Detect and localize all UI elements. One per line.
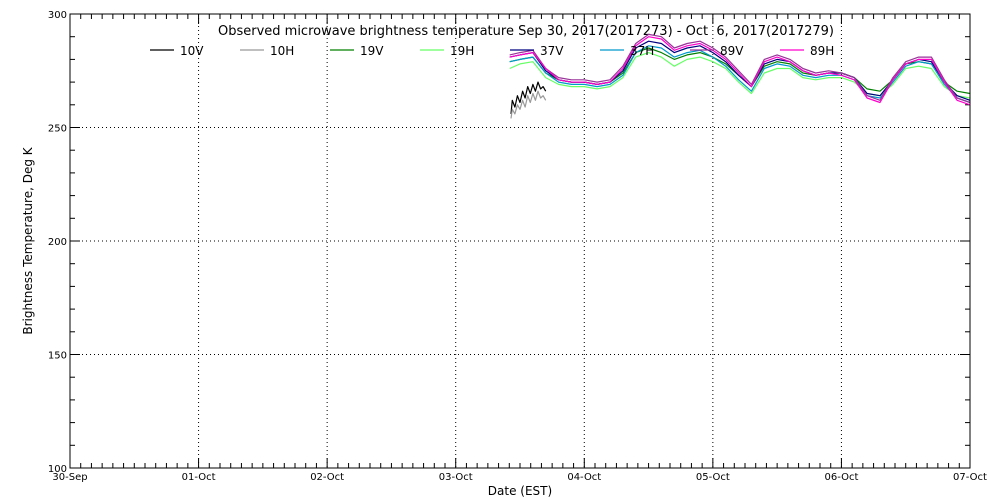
x-tick-label: 01-Oct [182,472,216,483]
series-line-10h [510,90,547,119]
x-tick-labels: 30-Sep 01-Oct 02-Oct 03-Oct 04-Oct 05-Oct 06-O… [52,472,987,483]
x-tick-label: 03-Oct [439,472,473,483]
legend-label-89v: 89V [720,44,744,58]
y-tick-label: 250 [48,124,67,135]
axis-ticks [69,13,971,469]
y-axis-label: Brightness Temperature, Deg K [21,146,35,334]
y-tick-label: 300 [48,10,67,21]
x-tick-label: 30-Sep [52,472,87,483]
legend: 10V 10H 19V 19H 37V 37H 89V 89H [150,44,834,58]
legend-label-89h: 89H [810,44,834,58]
legend-label-19v: 19V [360,44,384,58]
y-tick-labels: 100 150 200 250 300 [48,10,67,475]
x-tick-label: 04-Oct [567,472,601,483]
y-tick-label: 200 [48,237,67,248]
chart-title: Observed microwave brightness temperatur… [218,24,834,39]
legend-label-10h: 10H [270,44,294,58]
x-tick-label: 07-Oct [953,472,987,483]
plot-frame [69,13,971,469]
x-tick-label: 06-Oct [824,472,858,483]
legend-label-37v: 37V [540,44,564,58]
series-line-10v [510,81,547,114]
grid-lines [70,14,970,468]
y-tick-label: 100 [48,464,67,475]
legend-label-37h: 37H [630,44,654,58]
series-line-19h [509,51,971,99]
legend-label-19h: 19H [450,44,474,58]
y-tick-label: 150 [48,351,67,362]
x-tick-label: 02-Oct [310,472,344,483]
series-lines [509,33,971,119]
legend-label-10v: 10V [180,44,204,58]
series-line-89v [509,33,971,104]
x-tick-label: 05-Oct [696,472,730,483]
x-axis-label: Date (EST) [488,484,552,498]
series-line-89h [509,36,971,106]
series-line-37h [509,45,971,104]
